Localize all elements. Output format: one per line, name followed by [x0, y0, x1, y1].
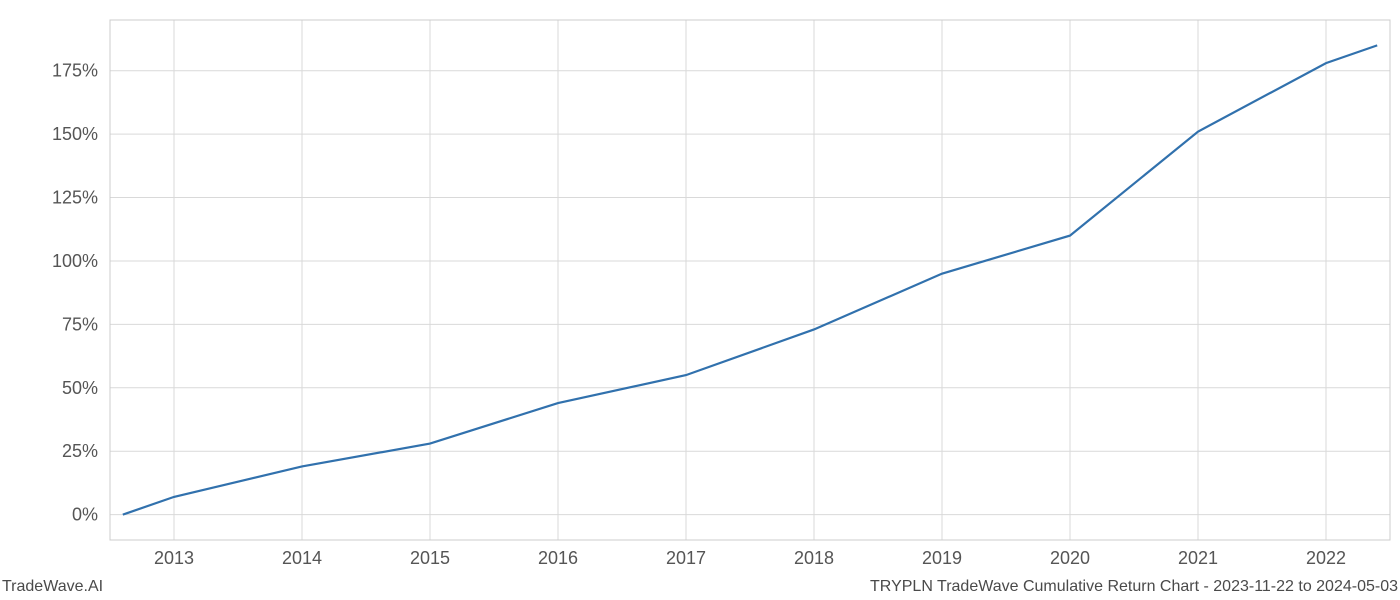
chart-container: 2013 2014 2015 2016 2017 2018 2019 2020 2021 2022…	[0, 0, 1400, 600]
y-tick-label: 125%	[52, 188, 98, 208]
y-tick-label: 50%	[62, 378, 98, 398]
x-tick-label: 2017	[666, 548, 706, 568]
y-tick-label: 100%	[52, 251, 98, 271]
y-tick-label: 150%	[52, 124, 98, 144]
footer-brand-text: TradeWave.AI	[2, 578, 103, 596]
x-tick-label: 2015	[410, 548, 450, 568]
x-tick-label: 2019	[922, 548, 962, 568]
line-chart: 2013 2014 2015 2016 2017 2018 2019 2020 2021 2022…	[0, 0, 1400, 600]
y-tick-label: 25%	[62, 441, 98, 461]
x-tick-label: 2018	[794, 548, 834, 568]
x-tick-label: 2021	[1178, 548, 1218, 568]
footer-chart-caption: TRYPLN TradeWave Cumulative Return Chart…	[870, 578, 1398, 596]
x-tick-label: 2014	[282, 548, 322, 568]
y-tick-label: 175%	[52, 61, 98, 81]
x-tick-label: 2020	[1050, 548, 1090, 568]
x-tick-label: 2016	[538, 548, 578, 568]
x-tick-label: 2013	[154, 548, 194, 568]
y-tick-label: 0%	[72, 505, 98, 525]
y-tick-label: 75%	[62, 314, 98, 334]
x-tick-label: 2022	[1306, 548, 1346, 568]
